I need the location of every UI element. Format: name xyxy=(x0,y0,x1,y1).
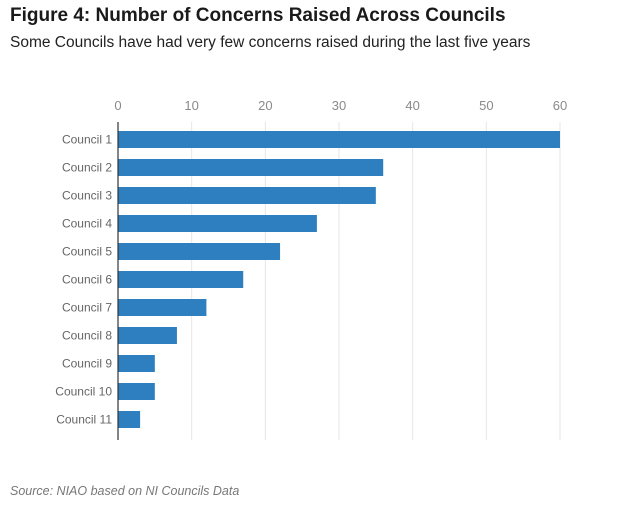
x-tick-label: 50 xyxy=(479,98,493,113)
bar-council-1 xyxy=(118,131,560,148)
category-label: Council 4 xyxy=(62,217,112,231)
x-tick-label: 40 xyxy=(405,98,419,113)
bars xyxy=(118,131,560,428)
category-label: Council 8 xyxy=(62,329,112,343)
category-label: Council 10 xyxy=(55,385,112,399)
x-tick-label: 0 xyxy=(114,98,121,113)
chart-title: Figure 4: Number of Concerns Raised Acro… xyxy=(10,5,506,26)
category-label: Council 5 xyxy=(62,245,112,259)
source-note: Source: NIAO based on NI Councils Data xyxy=(10,484,240,498)
x-tick-label: 60 xyxy=(553,98,567,113)
category-label: Council 7 xyxy=(62,301,112,315)
category-label: Council 9 xyxy=(62,357,112,371)
category-label: Council 3 xyxy=(62,189,112,203)
category-label: Council 2 xyxy=(62,161,112,175)
x-axis-ticks: 0 10 20 30 40 50 60 xyxy=(114,98,567,113)
bar-council-3 xyxy=(118,187,376,204)
bar-council-5 xyxy=(118,243,281,260)
category-label: Council 1 xyxy=(62,133,112,147)
bar-council-10 xyxy=(118,383,155,400)
category-label: Council 11 xyxy=(56,413,112,427)
bar-council-8 xyxy=(118,327,177,344)
bar-council-11 xyxy=(118,411,141,428)
bar-council-2 xyxy=(118,159,384,176)
bar-council-6 xyxy=(118,271,244,288)
category-labels: Council 1 Council 2 Council 3 Council 4 Coun… xyxy=(55,133,112,427)
x-tick-label: 30 xyxy=(332,98,346,113)
x-tick-label: 20 xyxy=(258,98,272,113)
chart-subtitle: Some Councils have had very few concerns… xyxy=(10,34,531,51)
bar-council-7 xyxy=(118,299,207,316)
bar-council-9 xyxy=(118,355,155,372)
x-tick-label: 10 xyxy=(184,98,198,113)
category-label: Council 6 xyxy=(62,273,112,287)
bar-council-4 xyxy=(118,215,317,232)
